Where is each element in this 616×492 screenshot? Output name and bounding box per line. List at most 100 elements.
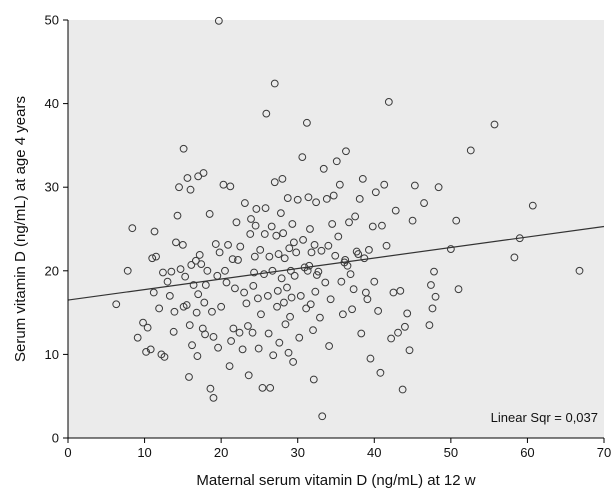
- data-point-205: [420, 199, 428, 207]
- data-point-19: [169, 327, 178, 336]
- data-point-27: [178, 240, 187, 249]
- data-point-124: [288, 220, 297, 228]
- data-point-11: [152, 252, 160, 261]
- data-point-69: [231, 284, 239, 293]
- data-point-193: [384, 98, 393, 106]
- data-point-20: [170, 307, 179, 316]
- data-point-136: [303, 118, 311, 127]
- data-point-138: [304, 193, 313, 202]
- data-point-43: [197, 260, 206, 269]
- data-point-31: [185, 321, 194, 330]
- data-point-63: [222, 278, 231, 287]
- x-tick-label: 40: [367, 445, 381, 460]
- y-tick-label: 20: [45, 263, 59, 278]
- data-point-64: [224, 240, 232, 249]
- data-point-178: [357, 329, 366, 338]
- data-point-223: [341, 256, 350, 264]
- data-point-24: [176, 265, 185, 274]
- data-point-119: [284, 348, 293, 357]
- data-point-102: [269, 351, 278, 360]
- data-point-160: [329, 191, 338, 200]
- data-point-47: [201, 330, 209, 339]
- data-point-121: [286, 312, 294, 321]
- data-point-151: [317, 246, 326, 255]
- data-point-112: [278, 174, 287, 183]
- data-point-58: [215, 248, 224, 257]
- data-point-214: [454, 285, 463, 294]
- data-point-200: [401, 322, 409, 331]
- data-point-188: [374, 307, 383, 315]
- data-point-199: [398, 385, 407, 394]
- data-point-22: [173, 211, 182, 220]
- y-tick-label: 10: [45, 347, 59, 362]
- data-point-156: [324, 241, 333, 250]
- data-points: [112, 16, 584, 421]
- data-point-67: [228, 255, 237, 263]
- data-point-98: [265, 252, 274, 261]
- data-point-39: [193, 352, 202, 360]
- data-point-89: [256, 246, 265, 254]
- data-point-152: [318, 412, 327, 421]
- data-point-177: [355, 195, 364, 203]
- data-point-201: [403, 309, 412, 318]
- data-point-157: [325, 342, 334, 350]
- data-point-54: [209, 393, 218, 402]
- data-point-143: [309, 326, 317, 335]
- data-point-149: [314, 267, 323, 276]
- data-point-204: [410, 181, 419, 190]
- data-point-103: [270, 178, 279, 187]
- x-tick-label: 10: [137, 445, 151, 460]
- data-point-17: [165, 291, 174, 300]
- data-point-7: [146, 345, 155, 354]
- data-point-154: [321, 278, 330, 287]
- x-axis-ticks: 0 10 20 30 40 50 60 70: [64, 438, 611, 460]
- data-point-82: [248, 328, 257, 337]
- data-point-41: [194, 290, 203, 299]
- data-point-35: [188, 341, 196, 350]
- x-axis-title: Maternal serum vitamin D (ng/mL) at 12 w: [196, 472, 475, 489]
- data-point-104: [270, 79, 279, 88]
- data-point-99: [266, 383, 275, 392]
- plot-area: [68, 20, 604, 438]
- data-point-57: [214, 343, 222, 352]
- data-point-14: [159, 268, 167, 277]
- data-point-209: [430, 267, 438, 276]
- data-point-142: [307, 248, 316, 257]
- data-point-197: [394, 328, 402, 337]
- data-point-198: [396, 286, 405, 295]
- data-point-216: [490, 120, 499, 129]
- data-point-108: [274, 250, 283, 258]
- data-point-52: [208, 307, 216, 316]
- data-point-86: [252, 205, 261, 213]
- data-point-12: [155, 304, 164, 313]
- data-point-71: [234, 256, 242, 264]
- data-point-129: [293, 195, 302, 204]
- data-point-135: [302, 304, 311, 313]
- data-point-2: [128, 224, 137, 233]
- data-point-8: [148, 254, 157, 263]
- data-point-217: [510, 253, 519, 262]
- data-point-3: [133, 333, 142, 342]
- data-point-186: [370, 277, 379, 286]
- data-point-50: [205, 210, 214, 218]
- data-point-65: [225, 362, 234, 371]
- data-point-141: [306, 300, 315, 309]
- data-point-147: [312, 198, 320, 207]
- data-point-118: [283, 194, 292, 202]
- data-point-116: [281, 320, 290, 329]
- y-axis-ticks: 0 10 20 30 40 50: [45, 13, 68, 446]
- data-point-32: [185, 373, 193, 381]
- data-point-179: [358, 174, 367, 183]
- data-point-208: [428, 304, 437, 313]
- data-point-91: [258, 383, 267, 392]
- data-point-171: [346, 270, 355, 279]
- data-point-53: [209, 332, 218, 341]
- data-point-94: [261, 204, 270, 213]
- y-tick-label: 0: [52, 431, 59, 446]
- r-squared-annotation: Linear Sqr = 0,037: [491, 410, 598, 425]
- data-point-183: [365, 246, 373, 254]
- data-point-95: [262, 109, 271, 118]
- data-point-153: [319, 164, 328, 173]
- data-point-81: [247, 215, 255, 223]
